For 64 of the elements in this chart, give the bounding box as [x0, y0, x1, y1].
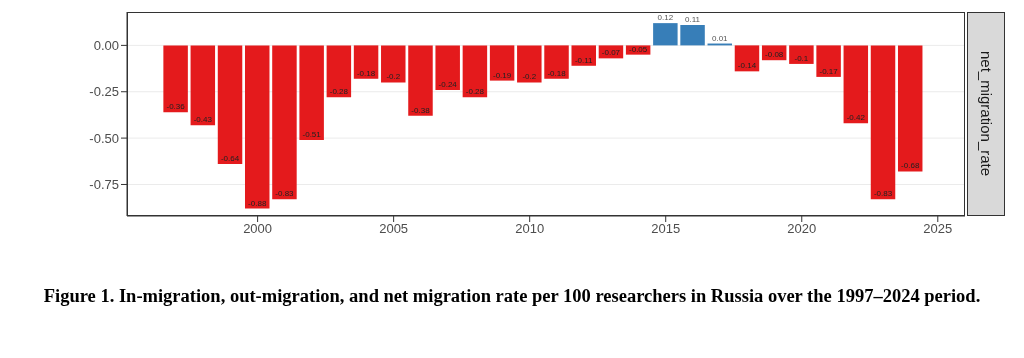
data-label: -0.83 [873, 189, 893, 199]
bar [190, 45, 216, 126]
data-label: 0.12 [657, 13, 674, 23]
data-label: -0.18 [547, 68, 567, 78]
data-label: -0.2 [522, 72, 537, 82]
data-label: -0.51 [302, 129, 322, 139]
bar [517, 45, 542, 83]
data-label: -0.24 [438, 79, 458, 89]
x-tick-label: 2000 [243, 221, 273, 237]
data-label: -0.38 [411, 105, 431, 115]
data-label: -0.08 [765, 50, 784, 60]
bar [897, 45, 923, 172]
data-label: -0.18 [356, 68, 376, 78]
bar [571, 45, 596, 66]
bar [734, 45, 760, 72]
bar [489, 45, 515, 81]
bar [163, 45, 188, 113]
facet-strip: net_migration_rate [967, 12, 1005, 216]
bar [462, 45, 488, 98]
data-label: -0.28 [465, 87, 485, 97]
x-tick-label: 2025 [923, 221, 953, 237]
x-tick-label: 2020 [787, 221, 817, 237]
text: Figure 1. In-migration, out-migration, and net migration rate per 100 researchers in Russia over the 1997–2024 period. [42, 286, 982, 307]
x-tick-label: 2010 [515, 221, 545, 237]
bar [816, 45, 841, 77]
bar [680, 24, 705, 46]
bar [408, 45, 433, 116]
y-tick-label: -0.75 [89, 177, 119, 193]
data-label: -0.43 [193, 115, 213, 125]
data-label: -0.64 [220, 154, 240, 164]
bar [326, 45, 352, 98]
data-label: -0.2 [386, 72, 401, 82]
data-label: -0.83 [275, 189, 295, 199]
y-tick-label: -0.50 [89, 130, 119, 146]
bar [789, 45, 814, 64]
data-label: -0.17 [819, 66, 839, 76]
data-label: -0.11 [574, 55, 594, 65]
data-label: -0.88 [248, 198, 267, 208]
bar [217, 45, 243, 165]
bar [244, 45, 270, 209]
data-label: 0.01 [711, 33, 729, 43]
x-tick-label: 2005 [379, 221, 409, 237]
data-label: -0.07 [601, 48, 621, 58]
bar [544, 45, 569, 79]
bar [653, 23, 678, 46]
data-label: -0.1 [794, 53, 809, 63]
bar [353, 45, 379, 79]
data-label: -0.05 [629, 44, 648, 54]
y-tick-label: 0.00 [93, 38, 119, 53]
data-label: -0.19 [492, 70, 512, 80]
y-tick-label: -0.25 [89, 84, 119, 100]
data-label: -0.14 [737, 61, 757, 71]
bar [870, 45, 896, 200]
bar [272, 45, 297, 200]
data-label: -0.42 [846, 113, 866, 123]
data-label: -0.68 [901, 161, 920, 171]
data-label: -0.28 [329, 87, 349, 97]
bar [843, 45, 869, 124]
data-label: 0.11 [685, 14, 701, 24]
data-label: -0.36 [166, 102, 186, 112]
bar [435, 45, 460, 90]
bar [381, 45, 406, 83]
bar [299, 45, 324, 140]
x-tick-label: 2015 [651, 221, 681, 237]
